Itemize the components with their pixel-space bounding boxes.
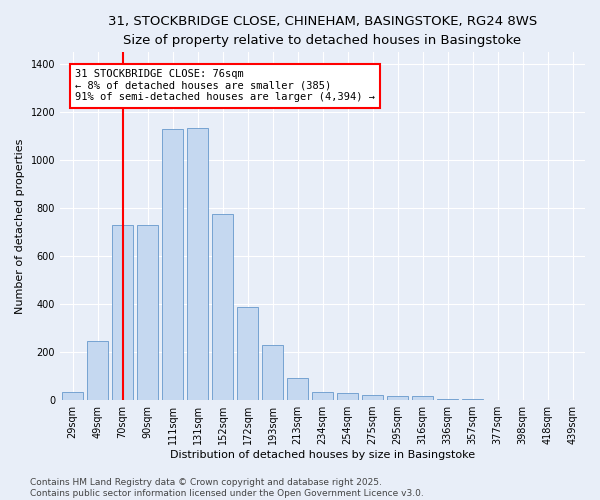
Bar [62,392,83,400]
Bar [312,392,333,400]
Bar [387,396,408,400]
Bar [162,129,183,400]
Text: Contains HM Land Registry data © Crown copyright and database right 2025.
Contai: Contains HM Land Registry data © Crown c… [30,478,424,498]
Text: 31 STOCKBRIDGE CLOSE: 76sqm
← 8% of detached houses are smaller (385)
91% of sem: 31 STOCKBRIDGE CLOSE: 76sqm ← 8% of deta… [75,69,375,102]
Bar [287,378,308,400]
Bar [262,346,283,400]
Bar [137,225,158,400]
Title: 31, STOCKBRIDGE CLOSE, CHINEHAM, BASINGSTOKE, RG24 8WS
Size of property relative: 31, STOCKBRIDGE CLOSE, CHINEHAM, BASINGS… [108,15,537,47]
Bar [187,128,208,400]
Bar [437,399,458,400]
Bar [412,396,433,400]
Bar [337,393,358,400]
Bar [112,226,133,400]
Bar [212,214,233,400]
Bar [362,396,383,400]
Y-axis label: Number of detached properties: Number of detached properties [15,138,25,314]
X-axis label: Distribution of detached houses by size in Basingstoke: Distribution of detached houses by size … [170,450,475,460]
Bar [237,306,258,400]
Bar [87,340,108,400]
